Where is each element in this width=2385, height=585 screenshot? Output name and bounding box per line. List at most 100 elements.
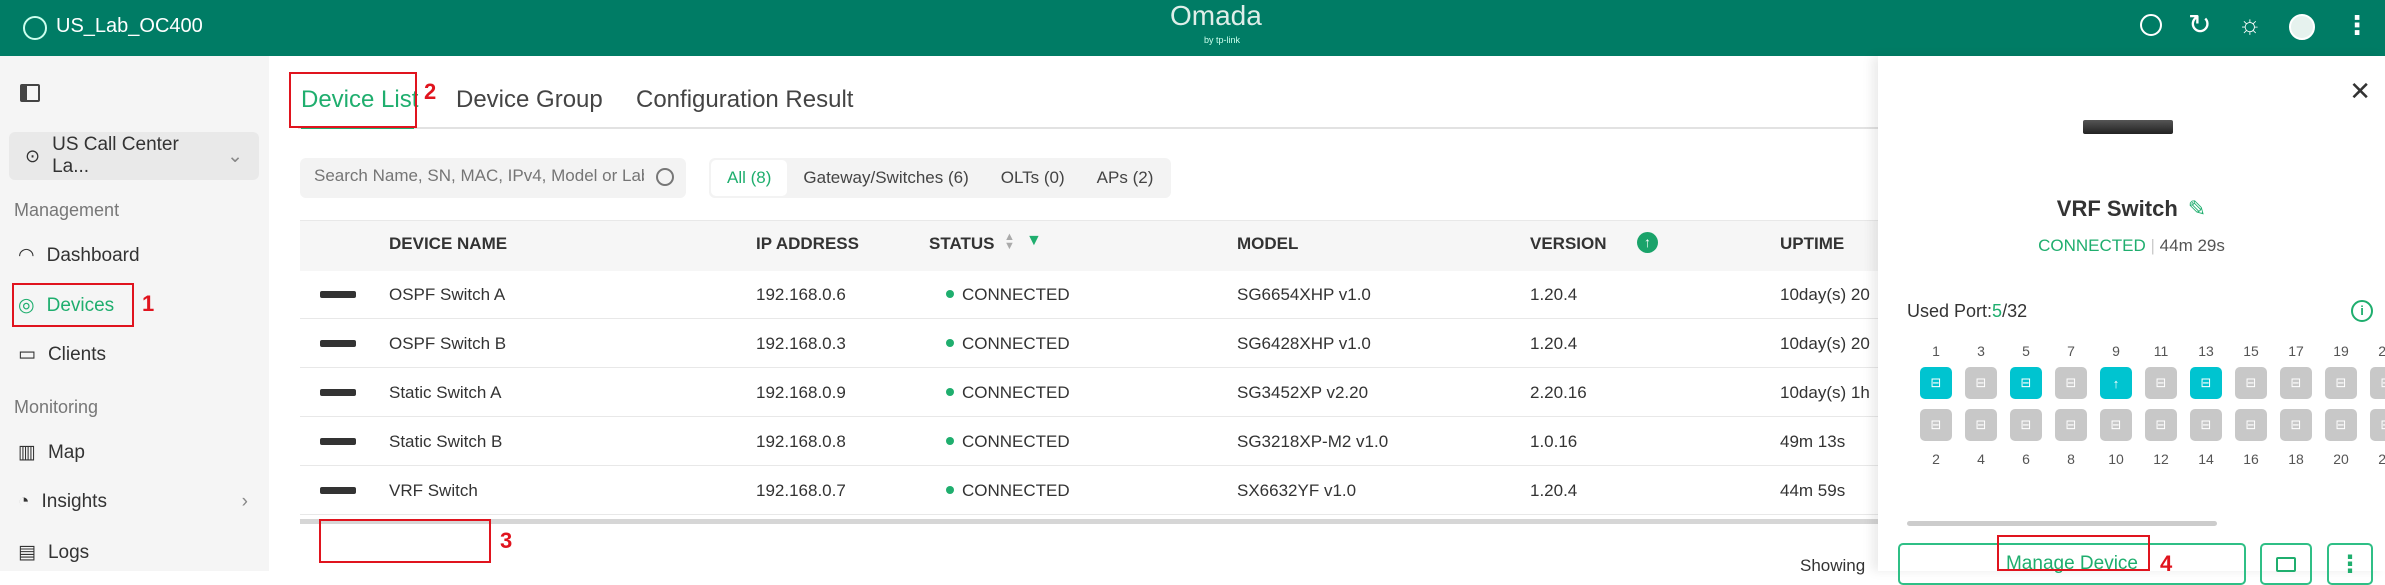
collapse-sidebar-icon[interactable] — [20, 84, 40, 102]
col-device-name[interactable]: DEVICE NAME — [389, 234, 508, 253]
port-2[interactable]: ⊟ — [1920, 409, 1952, 441]
switch-icon — [320, 340, 356, 347]
port-number: 18 — [2288, 451, 2304, 467]
port-19[interactable]: ⊟ — [2325, 367, 2357, 399]
filter-all[interactable]: All (8) — [711, 160, 788, 196]
filter-icon[interactable]: ▼ — [1026, 232, 1042, 249]
cell-model: SG3452XP v2.20 — [1237, 383, 1369, 402]
table-row[interactable]: OSPF Switch B 192.168.0.3 CONNECTED SG6428X… — [300, 320, 1878, 368]
filter-olts[interactable]: OLTs (0) — [1000, 168, 1065, 187]
filter-gateway-switches[interactable]: Gateway/Switches (6) — [803, 168, 969, 187]
annotation-2: 2 — [424, 79, 437, 104]
more-actions-button[interactable]: ⋮ — [2327, 543, 2373, 585]
cell-status: CONNECTED — [946, 432, 1070, 452]
col-model[interactable]: MODEL — [1237, 234, 1299, 253]
theme-icon[interactable]: ☼ — [2238, 9, 2262, 39]
sidebar-item-insights[interactable]: ◔ Insights › — [18, 491, 248, 512]
port-number: 11 — [2153, 343, 2169, 359]
cell-name: Static Switch A — [389, 383, 502, 402]
sidebar: ⊙ US Call Center La... ⌄ Management ◠ Das… — [0, 56, 269, 571]
tab-device-group[interactable]: Device Group — [456, 86, 603, 113]
search-icon[interactable] — [2140, 14, 2162, 36]
cell-ip: 192.168.0.6 — [756, 285, 846, 304]
device-status-line: CONNECTED | 44m 29s — [2038, 236, 2225, 255]
port-14[interactable]: ⊟ — [2190, 409, 2222, 441]
port-11[interactable]: ⊟ — [2145, 367, 2177, 399]
port-12[interactable]: ⊟ — [2145, 409, 2177, 441]
col-version[interactable]: VERSION — [1530, 234, 1607, 253]
port-21[interactable]: ⊟ — [2370, 367, 2385, 399]
filter-aps[interactable]: APs (2) — [1096, 168, 1154, 187]
port-17[interactable]: ⊟ — [2280, 367, 2312, 399]
info-icon[interactable]: i — [2351, 300, 2373, 322]
cell-status: CONNECTED — [946, 383, 1070, 403]
port-13[interactable]: ⊟ — [2190, 367, 2222, 399]
sidebar-item-map[interactable]: ▥ Map — [18, 441, 85, 464]
port-number: 12 — [2153, 451, 2169, 467]
status-dot — [946, 437, 954, 445]
search-input[interactable] — [314, 166, 644, 186]
port-panel: 1 ⊟ ⊟ 2 3 ⊟ ⊟ 4 5 ⊟ ⊟ 6 7 ⊟ ⊟ 8 9 ↑ ⊟ 10 11 ⊟ ⊟ 12 13 ⊟ ⊟ 14 15 ⊟ ⊟ 16 1… — [1920, 343, 2385, 473]
tab-configuration-result[interactable]: Configuration Result — [636, 86, 854, 113]
port-20[interactable]: ⊟ — [2325, 409, 2357, 441]
close-icon[interactable]: ✕ — [2349, 76, 2371, 106]
avatar[interactable] — [2289, 14, 2315, 40]
port-22[interactable]: ⊟ — [2370, 409, 2385, 441]
annotation-box-device-list — [289, 72, 417, 128]
edit-icon[interactable]: ✎ — [2187, 196, 2207, 221]
port-16[interactable]: ⊟ — [2235, 409, 2267, 441]
table-row[interactable]: Static Switch B 192.168.0.8 CONNECTED SG321… — [300, 418, 1878, 466]
more-icon[interactable]: ⋮ — [2344, 10, 2370, 40]
table-row[interactable]: VRF Switch 192.168.0.7 CONNECTED SX6632YF v… — [300, 467, 1878, 515]
manage-device-label: Manage Device — [2005, 553, 2139, 574]
section-management: Management — [14, 200, 120, 220]
sort-icon[interactable]: ▲ ▼ — [1004, 231, 1015, 252]
tab-device-list[interactable]: Device List — [301, 86, 419, 113]
upgrade-icon[interactable]: ↑ — [1637, 232, 1658, 253]
port-number: 3 — [1977, 343, 1985, 359]
col-ip-address[interactable]: IP ADDRESS — [756, 234, 859, 253]
cell-status: CONNECTED — [946, 334, 1070, 354]
table-scrollbar[interactable] — [300, 519, 1878, 524]
col-uptime[interactable]: UPTIME — [1780, 234, 1845, 253]
cell-name: OSPF Switch B — [389, 334, 507, 353]
annotation-box-vrf-switch — [319, 519, 491, 563]
ethernet-port-icon: ⊟ — [2381, 417, 2385, 433]
port-9[interactable]: ↑ — [2100, 367, 2132, 399]
port-6[interactable]: ⊟ — [2010, 409, 2042, 441]
port-10[interactable]: ⊟ — [2100, 409, 2132, 441]
omada-logo: Omada by tp-link — [1170, 0, 1262, 46]
port-5[interactable]: ⊟ — [2010, 367, 2042, 399]
port-7[interactable]: ⊟ — [2055, 367, 2087, 399]
port-1[interactable]: ⊟ — [1920, 367, 1952, 399]
port-number: 21 — [2378, 343, 2385, 359]
port-3[interactable]: ⊟ — [1965, 367, 1997, 399]
annotation-box-manage-device — [1997, 535, 2150, 571]
sidebar-item-logs[interactable]: ▤ Logs — [18, 541, 90, 564]
refresh-icon[interactable]: ↻ — [2188, 9, 2212, 40]
port-18[interactable]: ⊟ — [2280, 409, 2312, 441]
table-row[interactable]: OSPF Switch A 192.168.0.6 CONNECTED SG6654X… — [300, 271, 1878, 319]
search-box[interactable] — [300, 158, 686, 198]
port-15[interactable]: ⊟ — [2235, 367, 2267, 399]
col-status[interactable]: STATUS — [929, 234, 995, 253]
toolbox-button[interactable] — [2260, 543, 2312, 585]
cell-uptime: 49m 13s — [1780, 432, 1846, 451]
port-scrollbar[interactable] — [1907, 521, 2217, 526]
port-4[interactable]: ⊟ — [1965, 409, 1997, 441]
table-row[interactable]: Static Switch A 192.168.0.9 CONNECTED SG345… — [300, 369, 1878, 417]
site-selector[interactable]: ⊙ US Call Center La... ⌄ — [9, 132, 259, 180]
port-number: 5 — [2022, 343, 2030, 359]
clients-icon: ▭ — [18, 344, 36, 365]
status-dot — [946, 290, 954, 298]
port-8[interactable]: ⊟ — [2055, 409, 2087, 441]
site-title[interactable]: US_Lab_OC400 — [56, 15, 203, 37]
port-number: 15 — [2243, 343, 2259, 359]
device-image — [2083, 120, 2173, 134]
sidebar-item-devices[interactable]: ◎ Devices — [18, 294, 115, 317]
device-detail-panel: ✕ VRF Switch ✎ CONNECTED | 44m 29s Used … — [1878, 56, 2385, 585]
cell-model: SG6654XHP v1.0 — [1237, 285, 1371, 304]
sidebar-item-dashboard[interactable]: ◠ Dashboard — [18, 244, 140, 267]
search-icon[interactable] — [656, 168, 674, 186]
sidebar-item-clients[interactable]: ▭ Clients — [18, 343, 107, 366]
